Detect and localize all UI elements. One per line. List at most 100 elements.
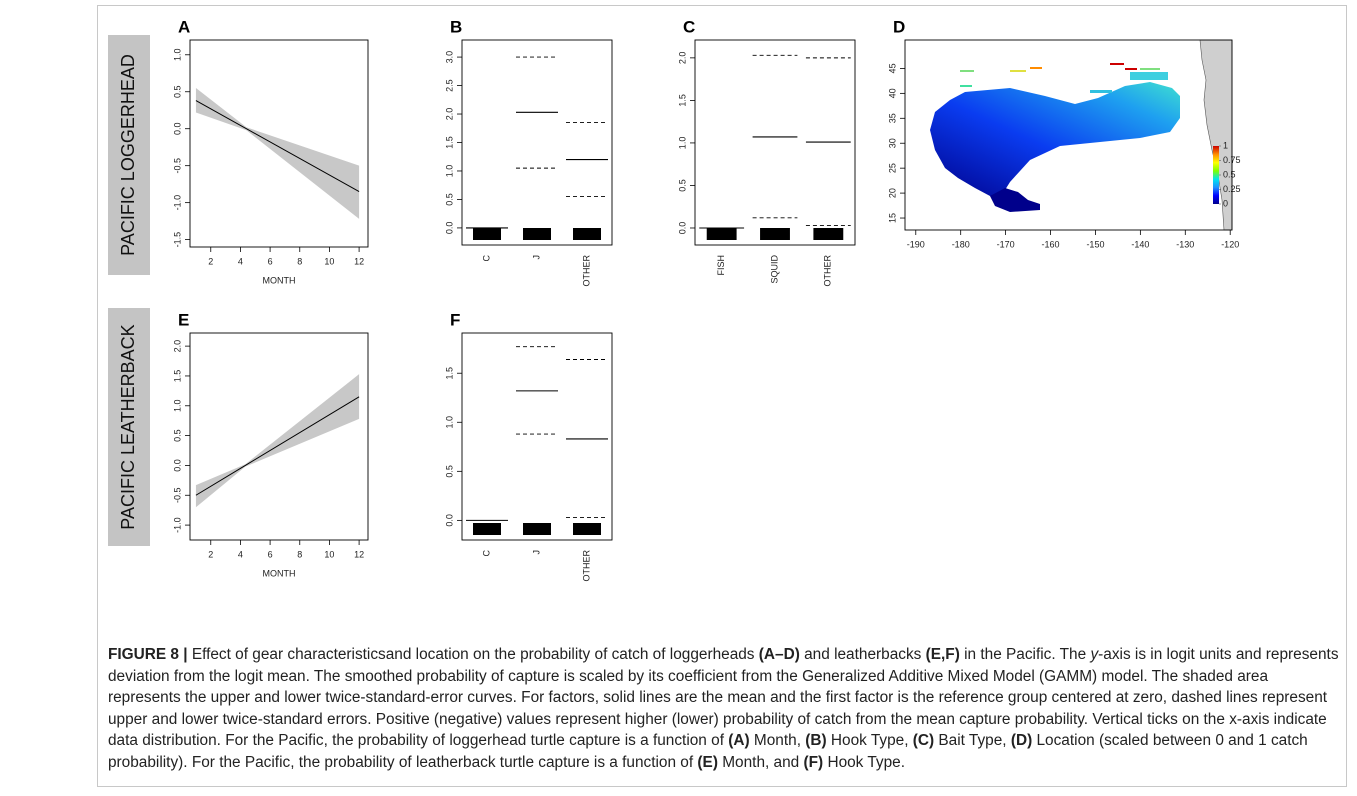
category-label: FISH xyxy=(716,255,726,276)
x-tick-label: 2 xyxy=(208,256,213,266)
category-label: C xyxy=(481,550,491,557)
heat-cell xyxy=(1125,68,1137,70)
caption-text: FIGURE 8 | xyxy=(108,646,188,663)
rug xyxy=(523,523,551,535)
y-tick-label: 20 xyxy=(887,188,897,198)
colorbar-label: 0.5 xyxy=(1223,169,1236,179)
category-label: C xyxy=(481,255,491,262)
rug xyxy=(473,523,501,535)
plot-box xyxy=(461,332,613,541)
x-tick-label: -180 xyxy=(952,239,970,249)
category-label: OTHER xyxy=(581,549,591,581)
y-tick-label: 0.5 xyxy=(172,85,182,98)
y-tick-label: 45 xyxy=(887,63,897,73)
heat-cell xyxy=(1140,68,1160,70)
panel-title: E xyxy=(178,310,189,329)
caption-text: y xyxy=(1090,646,1099,663)
x-axis-label: MONTH xyxy=(263,275,296,285)
heat-cell xyxy=(1090,90,1112,93)
y-tick-label: 0.5 xyxy=(172,429,182,442)
panel-title: D xyxy=(893,17,905,36)
caption-text: Hook Type, xyxy=(826,732,913,750)
heat-region xyxy=(990,188,1040,212)
y-tick-label: 1.5 xyxy=(677,94,687,107)
y-tick-label: 2.0 xyxy=(677,52,687,65)
y-tick-label: 30 xyxy=(887,138,897,148)
y-tick-label: 15 xyxy=(887,213,897,223)
colorbar xyxy=(1213,146,1219,204)
confidence-band xyxy=(195,88,360,219)
y-tick-label: -1.0 xyxy=(172,195,182,211)
y-tick-label: 1.5 xyxy=(444,367,454,380)
plot-box xyxy=(189,39,369,248)
caption-text: Effect of gear characteristicsand locati… xyxy=(187,646,759,663)
caption-text: -axis is in logit units and represents d… xyxy=(108,646,1339,750)
confidence-band xyxy=(195,374,360,508)
rug xyxy=(573,523,601,535)
plot-box xyxy=(694,39,856,246)
caption-text: Bait Type, xyxy=(934,732,1011,750)
y-tick-label: 35 xyxy=(887,113,897,123)
heat-cell xyxy=(960,70,974,72)
heat-cell xyxy=(1110,63,1124,65)
rug xyxy=(706,228,737,240)
x-tick-label: -190 xyxy=(907,239,925,249)
x-tick-label: 12 xyxy=(354,256,364,266)
panel-title: F xyxy=(450,310,460,329)
x-tick-label: -160 xyxy=(1042,239,1060,249)
y-tick-label: 0.5 xyxy=(677,179,687,192)
y-tick-label: 2.5 xyxy=(444,79,454,92)
category-label: SQUID xyxy=(769,255,779,284)
caption-text: (D) xyxy=(1010,732,1033,750)
y-tick-label: 0.0 xyxy=(444,222,454,235)
y-tick-label: 2.0 xyxy=(444,108,454,121)
plot-box xyxy=(461,39,613,246)
y-tick-label: 1.0 xyxy=(172,400,182,413)
rug xyxy=(573,228,601,240)
panel-title: C xyxy=(683,17,695,36)
line xyxy=(195,100,360,192)
y-tick-label: 25 xyxy=(887,163,897,173)
y-tick-label: 40 xyxy=(887,88,897,98)
x-tick-label: 2 xyxy=(208,549,213,559)
caption-text: (E,F) xyxy=(925,646,960,663)
x-tick-label: 12 xyxy=(354,549,364,559)
x-tick-label: 6 xyxy=(268,549,273,559)
x-tick-label: 8 xyxy=(297,549,302,559)
y-tick-label: 1.0 xyxy=(677,137,687,150)
rug xyxy=(813,228,844,240)
x-tick-label: -130 xyxy=(1176,239,1194,249)
y-tick-label: 1.0 xyxy=(444,416,454,429)
caption-text: (A) xyxy=(728,732,750,750)
y-tick-label: -1.5 xyxy=(172,232,182,248)
plot-box xyxy=(189,332,369,541)
x-tick-label: -150 xyxy=(1086,239,1104,249)
y-tick-label: -1.0 xyxy=(172,517,182,533)
x-axis-label: MONTH xyxy=(263,568,296,578)
caption: FIGURE 8 | Effect of gear characteristic… xyxy=(108,644,1340,774)
y-tick-label: 0.0 xyxy=(444,514,454,527)
y-tick-label: -0.5 xyxy=(172,158,182,174)
x-tick-label: 4 xyxy=(238,256,243,266)
x-tick-label: 10 xyxy=(324,256,334,266)
caption-text: in the Pacific. The xyxy=(959,646,1091,663)
y-tick-label: 0.5 xyxy=(444,465,454,478)
panel-title: B xyxy=(450,17,462,36)
caption-text: Hook Type. xyxy=(823,753,906,771)
caption-text: (E) xyxy=(697,753,718,771)
y-tick-label: 0.5 xyxy=(444,193,454,206)
caption-text: and leatherbacks xyxy=(799,646,926,663)
heat-cell xyxy=(1030,67,1042,69)
y-tick-label: -0.5 xyxy=(172,488,182,504)
caption-text: (A–D) xyxy=(758,646,800,663)
rug xyxy=(473,228,501,240)
caption-text: (B) xyxy=(805,732,827,750)
y-tick-label: 1.5 xyxy=(172,370,182,383)
x-tick-label: -140 xyxy=(1131,239,1149,249)
figure-frame xyxy=(97,5,1347,787)
figure: PACIFIC LOGGERHEAD PACIFIC LEATHERBACK A… xyxy=(108,17,1241,582)
panel-title: A xyxy=(178,17,190,36)
caption-text: (C) xyxy=(912,732,935,750)
y-tick-label: 0.0 xyxy=(677,222,687,235)
